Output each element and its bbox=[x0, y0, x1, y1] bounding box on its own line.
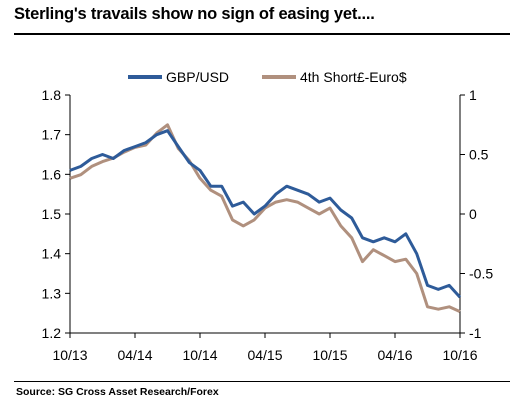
gbp-usd-line bbox=[69, 129, 462, 299]
right-tick-label: 0 bbox=[469, 206, 477, 222]
right-tick-label: -0.5 bbox=[469, 266, 493, 282]
legend-gbp-usd-label: GBP/USD bbox=[166, 69, 229, 85]
x-tick-label: 10/13 bbox=[52, 347, 87, 363]
left-tick-label: 1.6 bbox=[42, 166, 62, 182]
x-tick-label: 10/14 bbox=[182, 347, 217, 363]
x-tick-label: 10/15 bbox=[312, 347, 347, 363]
title-rule bbox=[14, 33, 510, 35]
chart-title: Sterling's travails show no sign of easi… bbox=[14, 5, 375, 23]
source-note: Source: SG Cross Asset Research/Forex bbox=[16, 386, 219, 398]
short-sterling-euro-line bbox=[69, 123, 461, 313]
legend-short-sterling-label: 4th Short£-Euro$ bbox=[300, 69, 407, 85]
source-rule bbox=[14, 381, 510, 382]
left-tick-label: 1.2 bbox=[42, 325, 62, 341]
x-tick-label: 10/16 bbox=[442, 347, 477, 363]
right-tick-label: -1 bbox=[469, 325, 482, 341]
left-tick-label: 1.3 bbox=[42, 285, 62, 301]
x-tick-label: 04/15 bbox=[247, 347, 282, 363]
x-tick-label: 04/16 bbox=[377, 347, 412, 363]
x-tick-label: 04/14 bbox=[117, 347, 152, 363]
left-tick-label: 1.7 bbox=[42, 127, 62, 143]
left-tick-label: 1.8 bbox=[42, 87, 62, 103]
left-tick-label: 1.5 bbox=[42, 206, 62, 222]
right-tick-label: 1 bbox=[469, 87, 477, 103]
right-tick-label: 0.5 bbox=[469, 147, 489, 163]
left-tick-label: 1.4 bbox=[42, 246, 62, 262]
